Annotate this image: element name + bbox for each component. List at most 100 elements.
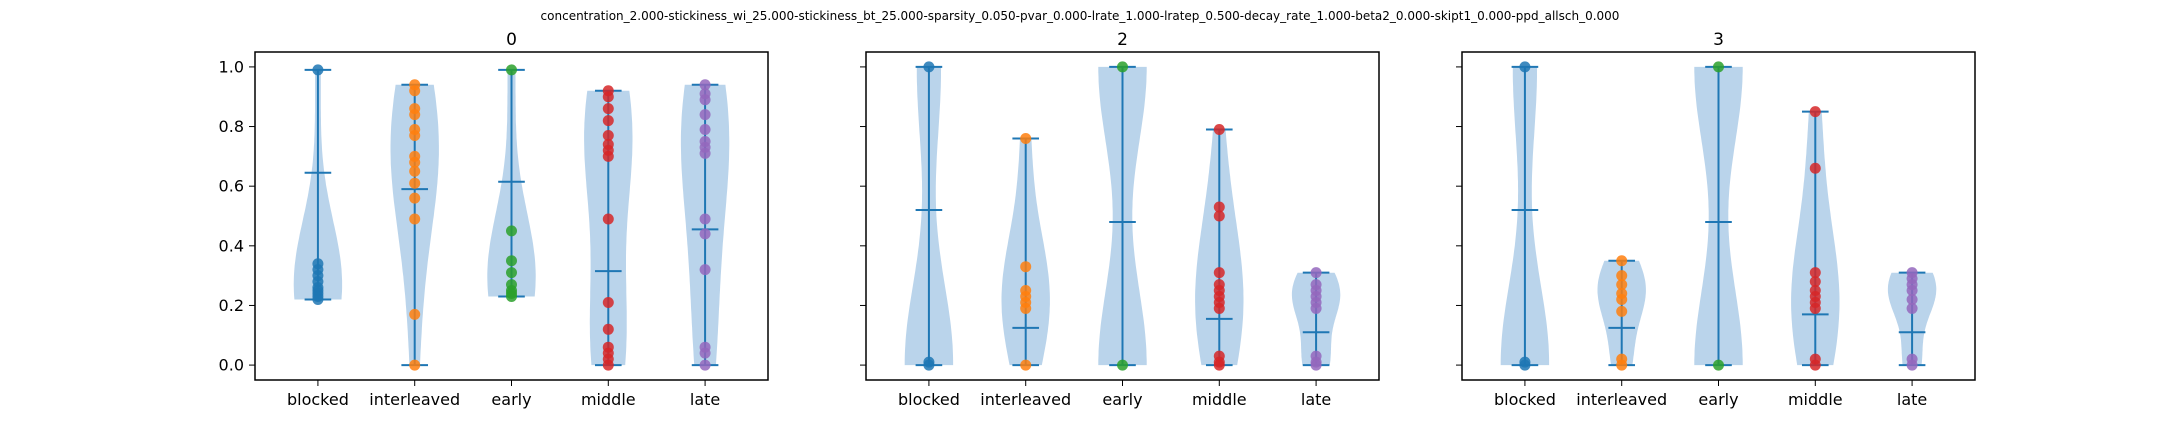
data-point: [409, 213, 421, 225]
data-point: [312, 293, 324, 305]
panel-2: blocked interleaved early middle late 2: [860, 30, 1380, 409]
axes-frame: [1461, 51, 1976, 381]
axes-frame: [865, 51, 1380, 381]
data-point: [506, 255, 517, 267]
data-point: [1809, 359, 1821, 371]
x-tick-label-late: late: [1897, 390, 1927, 409]
x-tick-label-early: early: [1102, 390, 1142, 409]
panel-0: blocked interleaved early middle late 0.0 0.2 0…: [219, 30, 769, 409]
x-tick-label-blocked: blocked: [898, 390, 960, 409]
data-point: [409, 192, 421, 204]
panel-3: blocked interleaved early middle late 3: [1456, 30, 1976, 409]
data-point: [602, 359, 614, 371]
data-point: [1906, 359, 1918, 371]
data-point: [1213, 124, 1225, 136]
data-point: [1809, 267, 1821, 279]
data-point: [1906, 285, 1918, 297]
figure-suptitle: concentration_2.000-stickiness_wi_25.000…: [541, 9, 1620, 23]
data-point: [1616, 279, 1628, 291]
data-point: [409, 359, 421, 371]
x-tick-label-late: late: [1301, 390, 1331, 409]
x-tick-label-middle: middle: [1788, 390, 1843, 409]
data-point: [1616, 255, 1628, 267]
data-point: [1616, 305, 1628, 317]
data-point: [699, 359, 711, 371]
data-point: [1213, 210, 1225, 222]
data-point: [409, 109, 421, 121]
x-tick-label-late: late: [690, 390, 720, 409]
data-point: [1310, 267, 1322, 279]
data-point: [506, 64, 517, 76]
data-point: [409, 165, 421, 177]
x-tick-label-early: early: [491, 390, 531, 409]
data-point: [1117, 61, 1128, 73]
data-point: [1616, 359, 1628, 371]
data-point: [602, 115, 614, 127]
data-point: [1906, 302, 1918, 314]
data-point: [699, 147, 711, 159]
data-point: [1310, 359, 1322, 371]
data-point: [1809, 302, 1821, 314]
x-tick-label-early: early: [1698, 390, 1738, 409]
y-tick-label: 0.4: [219, 236, 244, 255]
data-point: [1117, 359, 1128, 371]
data-point: [602, 296, 614, 308]
data-point: [602, 103, 614, 115]
data-point: [602, 91, 614, 103]
data-point: [1020, 302, 1032, 314]
data-point: [602, 129, 614, 141]
data-point: [699, 124, 711, 136]
data-point: [699, 264, 711, 276]
data-point: [1213, 201, 1225, 213]
data-point: [602, 213, 614, 225]
x-tick-label-blocked: blocked: [1494, 390, 1556, 409]
data-point: [1519, 61, 1531, 73]
data-point: [1020, 261, 1032, 273]
panel-title: 0: [506, 30, 517, 50]
data-point: [1020, 132, 1032, 144]
y-tick-label: 1.0: [219, 57, 244, 76]
x-tick-label-middle: middle: [1192, 390, 1247, 409]
data-point: [602, 150, 614, 162]
data-point: [699, 347, 711, 359]
data-point: [1213, 302, 1225, 314]
data-point: [923, 359, 935, 371]
data-point: [1906, 293, 1918, 305]
data-point: [506, 291, 517, 303]
panel-title: 2: [1117, 30, 1128, 50]
data-point: [1713, 359, 1724, 371]
x-tick-label-blocked: blocked: [287, 390, 349, 409]
data-point: [409, 156, 421, 168]
y-tick-label: 0.2: [219, 296, 244, 315]
data-point: [506, 225, 517, 237]
data-point: [1213, 359, 1225, 371]
data-point: [1519, 359, 1531, 371]
data-point: [1213, 267, 1225, 279]
axes-frame: [254, 51, 769, 381]
data-point: [409, 129, 421, 141]
panel-title: 3: [1713, 30, 1724, 50]
data-point: [1809, 106, 1821, 118]
data-point: [699, 109, 711, 121]
y-tick-label: 0.6: [219, 177, 244, 196]
data-point: [1616, 293, 1628, 305]
data-point: [699, 79, 711, 91]
data-point: [409, 177, 421, 189]
data-point: [699, 213, 711, 225]
data-point: [409, 85, 421, 97]
y-tick-label: 0.8: [219, 117, 244, 136]
x-tick-label-interleaved: interleaved: [369, 390, 460, 409]
data-point: [1020, 359, 1032, 371]
data-point: [506, 267, 517, 279]
data-point: [1809, 276, 1821, 288]
x-tick-label-middle: middle: [581, 390, 636, 409]
data-point: [1616, 270, 1628, 282]
data-point: [602, 323, 614, 335]
data-point: [312, 64, 324, 76]
data-point: [699, 94, 711, 106]
data-point: [923, 61, 935, 73]
data-point: [1809, 162, 1821, 174]
y-tick-label: 0.0: [219, 356, 244, 375]
x-tick-label-interleaved: interleaved: [1576, 390, 1667, 409]
